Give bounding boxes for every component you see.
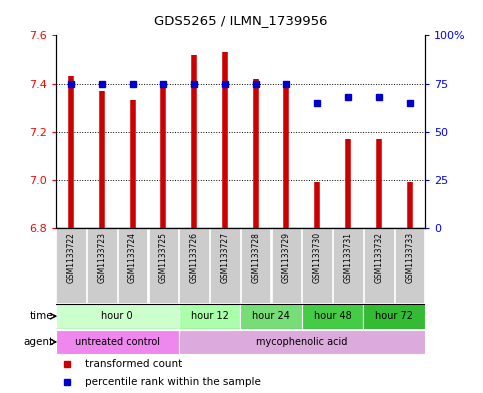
Bar (364, 228, 394, 303)
Bar (118, 228, 147, 303)
Text: GSM1133731: GSM1133731 (343, 232, 353, 283)
Text: GSM1133732: GSM1133732 (374, 232, 384, 283)
Bar (179, 304, 240, 329)
Text: hour 72: hour 72 (375, 311, 413, 321)
Text: GSM1133728: GSM1133728 (251, 232, 260, 283)
Text: hour 12: hour 12 (191, 311, 228, 321)
Text: GSM1133723: GSM1133723 (97, 232, 106, 283)
Text: hour 48: hour 48 (314, 311, 352, 321)
Bar (56, 304, 179, 329)
Text: time: time (29, 311, 53, 321)
Text: percentile rank within the sample: percentile rank within the sample (85, 376, 261, 387)
Bar (56, 330, 179, 354)
Bar (395, 228, 425, 303)
Bar (241, 228, 270, 303)
Bar (149, 228, 178, 303)
Bar (87, 228, 116, 303)
Text: hour 0: hour 0 (101, 311, 133, 321)
Bar (302, 304, 364, 329)
Text: GSM1133727: GSM1133727 (220, 232, 229, 283)
Text: GSM1133726: GSM1133726 (190, 232, 199, 283)
Text: GSM1133733: GSM1133733 (405, 232, 414, 283)
Bar (333, 228, 363, 303)
Text: untreated control: untreated control (75, 337, 159, 347)
Bar (364, 304, 425, 329)
Text: agent: agent (23, 337, 53, 347)
Text: GSM1133729: GSM1133729 (282, 232, 291, 283)
Text: GSM1133724: GSM1133724 (128, 232, 137, 283)
Text: hour 24: hour 24 (252, 311, 290, 321)
Bar (210, 228, 240, 303)
Text: transformed count: transformed count (85, 359, 183, 369)
Bar (240, 304, 302, 329)
Bar (272, 228, 301, 303)
Text: GSM1133730: GSM1133730 (313, 232, 322, 283)
Text: GSM1133725: GSM1133725 (159, 232, 168, 283)
Bar (179, 228, 209, 303)
Bar (302, 228, 332, 303)
Bar (179, 330, 425, 354)
Text: GDS5265 / ILMN_1739956: GDS5265 / ILMN_1739956 (154, 14, 327, 27)
Bar (56, 228, 85, 303)
Text: GSM1133722: GSM1133722 (67, 232, 75, 283)
Text: mycophenolic acid: mycophenolic acid (256, 337, 348, 347)
